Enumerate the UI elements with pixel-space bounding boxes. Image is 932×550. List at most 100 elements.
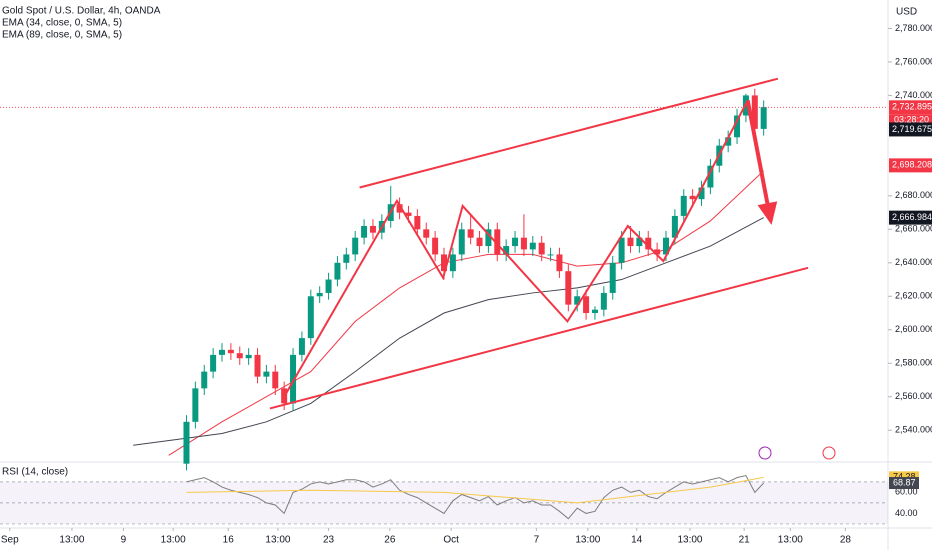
candle-body: [485, 229, 492, 247]
candle-body: [263, 371, 270, 377]
y-tick-label: 2,660.000: [895, 224, 932, 234]
arrow-shaft: [745, 100, 773, 222]
countdown: 03:28:20: [894, 115, 929, 125]
price-tag-label: 2,719.675: [892, 124, 932, 134]
y-tick-label: 2,740.000: [895, 90, 932, 100]
x-tick-label: 16: [223, 535, 235, 546]
candle-body: [574, 296, 581, 305]
candle-body: [316, 292, 323, 297]
candle-body: [503, 246, 510, 255]
legend-entry: EMA (89, close, 0, SMA, 5): [2, 30, 122, 41]
candle-body: [663, 237, 669, 255]
candle-body: [512, 237, 519, 247]
y-tick-label: 2,780.000: [895, 23, 932, 33]
price-tag: [889, 100, 932, 115]
y-tick-label: 2,760.000: [895, 56, 932, 66]
candle-body: [361, 225, 368, 238]
price-tag-label: 2,666.984: [892, 212, 932, 222]
x-tick-label: Sep: [1, 535, 19, 546]
candle-body: [476, 237, 483, 247]
candle-body: [183, 421, 190, 464]
candle-body: [272, 371, 279, 389]
x-tick-label: 13:00: [59, 535, 84, 546]
candle-body: [325, 279, 332, 293]
candle-body: [627, 237, 634, 247]
candle-body: [680, 195, 687, 216]
candle-body: [334, 262, 341, 280]
candle-body: [689, 195, 696, 200]
candle-body: [236, 353, 243, 359]
candle-body: [556, 254, 563, 272]
candle-body: [467, 229, 474, 238]
price-tag: [889, 122, 932, 137]
candle-body: [725, 137, 732, 146]
y-tick-label: 2,620.000: [895, 291, 932, 301]
price-tag: [889, 158, 932, 173]
candle-body: [538, 242, 545, 255]
candle-body: [609, 262, 616, 293]
candle-body: [529, 242, 536, 250]
x-tick-label: 9: [121, 535, 127, 546]
candle-body: [547, 254, 554, 256]
trend-line: [282, 99, 749, 399]
candle-body: [707, 165, 714, 188]
x-tick-label: 14: [631, 535, 643, 546]
candle-body: [600, 292, 607, 310]
trend-line: [359, 77, 779, 189]
rsi-line: [186, 474, 765, 520]
candle-body: [414, 215, 421, 230]
y-tick-label: 2,540.000: [895, 425, 932, 435]
candle-body: [494, 229, 501, 255]
candle-body: [298, 338, 305, 355]
rsi-tick-label: 40.00: [895, 508, 918, 518]
candle-body: [565, 271, 572, 305]
ema-line: [133, 217, 764, 446]
price-tag: [889, 210, 932, 225]
candle-body: [654, 249, 661, 255]
x-tick-label: 28: [840, 535, 852, 546]
x-tick-label: 13:00: [677, 535, 702, 546]
candle-body: [441, 254, 447, 272]
candle-body: [307, 296, 314, 339]
price-tag-label: 2,732.895: [892, 102, 932, 112]
candle-body: [734, 115, 741, 138]
candle-body: [423, 229, 430, 238]
rsi-ma-line: [186, 476, 764, 504]
candle-body: [219, 349, 225, 355]
x-tick-label: 13:00: [778, 535, 803, 546]
x-tick-label: 21: [739, 535, 751, 546]
y-tick-label: 2,580.000: [895, 358, 932, 368]
candle-body: [458, 229, 465, 255]
candle-body: [751, 95, 758, 129]
x-tick-label: Oct: [443, 535, 459, 546]
event-icon[interactable]: [758, 446, 772, 460]
x-tick-label: 26: [384, 535, 396, 546]
candle-body: [671, 215, 678, 238]
candle-body: [405, 212, 412, 216]
y-tick-label: 2,640.000: [895, 257, 932, 267]
candle-body: [254, 354, 261, 377]
rsi-ma-tag-label: 74.28: [893, 472, 916, 482]
legend-entry: EMA (34, close, 0, SMA, 5): [2, 18, 122, 29]
event-icon[interactable]: [822, 446, 836, 460]
trend-line: [269, 266, 809, 410]
candle-body: [352, 237, 359, 255]
candle-body: [760, 107, 767, 129]
arrow-head: [757, 201, 778, 225]
candle-body: [210, 354, 217, 372]
chart-title: Gold Spot / U.S. Dollar, 4h, OANDA: [2, 6, 161, 17]
y-tick-label: 2,680.000: [895, 190, 932, 200]
candle-body: [591, 309, 598, 314]
y-tick-label: 2,560.000: [895, 391, 932, 401]
candle-body: [636, 237, 643, 247]
candle-body: [432, 237, 439, 255]
candle-body: [245, 354, 252, 359]
x-tick-label: 13:00: [575, 535, 600, 546]
candle-body: [227, 349, 234, 354]
x-tick-label: 23: [323, 535, 335, 546]
rsi-tick-label: 60.00: [895, 487, 918, 497]
candle-body: [449, 254, 456, 272]
candle-body: [369, 225, 376, 233]
